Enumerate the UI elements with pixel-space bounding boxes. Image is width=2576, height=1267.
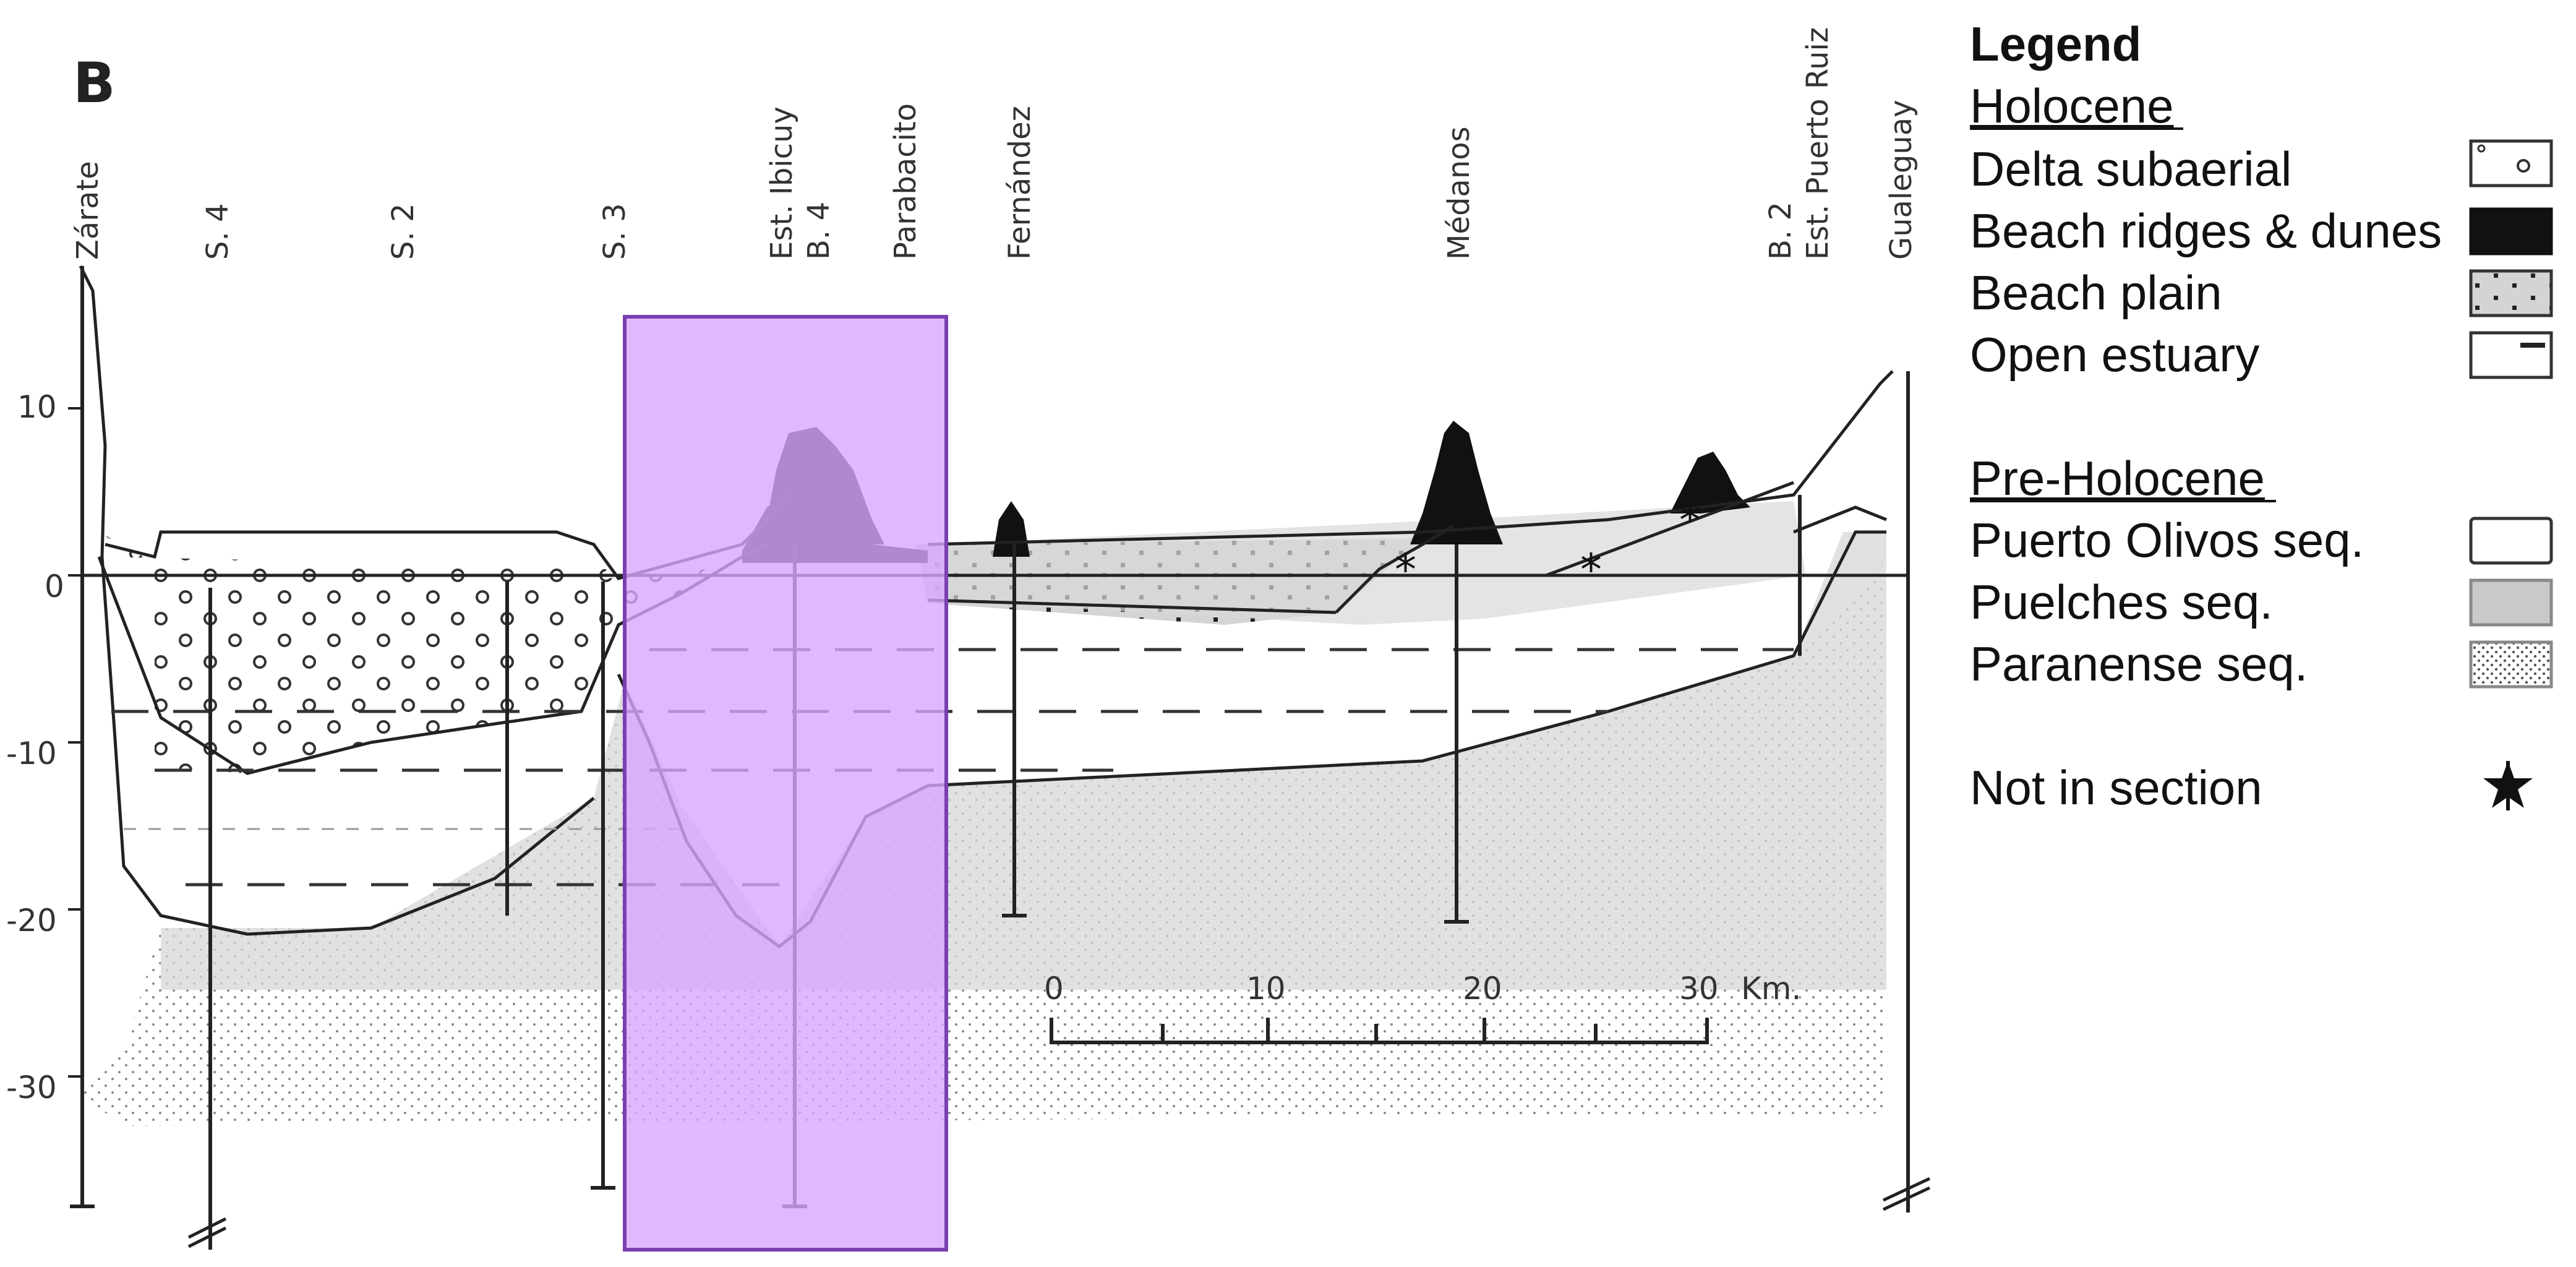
- legend: Legend Holocene Delta subaerial Beach ri…: [1970, 17, 2553, 815]
- scale-tick-label: 0: [1044, 971, 1064, 1007]
- y-tick-label: 0: [45, 569, 64, 604]
- not-in-section-markers: * * *: [1395, 495, 1701, 595]
- well-labels: Zárate S. 4 S. 2 S. 3 Est. Ibicuy B. 4 P…: [71, 27, 1919, 260]
- legend-swatch-paranense: [2469, 640, 2553, 689]
- legend-title: Legend: [1970, 17, 2141, 71]
- legend-preholocene-header: Pre-Holocene: [1970, 451, 2265, 505]
- dune-medanos: [1410, 421, 1503, 544]
- well-label-b2: B. 2: [1763, 202, 1798, 260]
- y-tick-label: -20: [6, 903, 57, 938]
- well-label-s4: S. 4: [200, 203, 235, 260]
- legend-label-open-estuary: Open estuary: [1970, 327, 2259, 382]
- svg-text:*: *: [1395, 544, 1416, 595]
- legend-swatch-open-estuary: [2469, 331, 2553, 379]
- legend-swatch-beach-ridges: [2469, 207, 2553, 256]
- legend-label-paranense: Paranense seq.: [1970, 637, 2308, 691]
- legend-swatch-puerto-olivos: [2469, 517, 2553, 565]
- well-label-medanos: Médanos: [1442, 126, 1476, 260]
- well-label-fernandez: Fernández: [1003, 106, 1037, 260]
- legend-label-not-in-section: Not in section: [1970, 760, 2262, 815]
- legend-swatch-beach-plain: [2469, 269, 2553, 317]
- well-label-parabacito: Parabacito: [888, 103, 923, 260]
- legend-label-beach-plain: Beach plain: [1970, 265, 2222, 320]
- well-label-est-puerto-ruiz: Est. Puerto Ruiz: [1800, 27, 1835, 260]
- y-tick-label: -30: [6, 1070, 57, 1106]
- legend-label-delta-subaerial: Delta subaerial: [1970, 142, 2291, 196]
- well-label-s2: S. 2: [386, 203, 421, 260]
- scale-tick-label: 20: [1463, 971, 1502, 1007]
- y-tick-label: -10: [6, 736, 57, 771]
- well-label-est-ibicuy: Est. Ibicuy: [764, 106, 799, 260]
- legend-star-icon: [2483, 761, 2533, 810]
- legend-label-puelches: Puelches seq.: [1970, 575, 2273, 629]
- y-axis: 10 0 -10 -20 -30: [6, 389, 80, 1106]
- svg-text:*: *: [1580, 544, 1602, 595]
- section-body: [80, 421, 1886, 1126]
- legend-label-beach-ridges: Beach ridges & dunes: [1970, 204, 2442, 258]
- legend-holocene-header: Holocene: [1970, 79, 2174, 133]
- highlight-box: [623, 315, 948, 1252]
- panel-label: B: [73, 51, 116, 116]
- well-label-gualeguay: Gualeguay: [1884, 100, 1919, 260]
- well-label-b4: B. 4: [802, 202, 836, 260]
- svg-text:*: *: [1679, 495, 1701, 546]
- beach-plain-upper: [928, 501, 1806, 625]
- scale-tick-label: 30: [1679, 971, 1719, 1007]
- well-label-s3: S. 3: [597, 203, 632, 260]
- legend-swatch-delta-subaerial: [2469, 139, 2553, 187]
- y-tick-label: 10: [17, 389, 57, 425]
- scale-unit: Km.: [1741, 971, 1801, 1007]
- dune-fernandez: [993, 501, 1030, 557]
- scale-bar: 0 10 20 30 Km.: [1044, 971, 1801, 1044]
- well-label-zarate: Zárate: [71, 161, 105, 260]
- scale-tick-label: 10: [1246, 971, 1286, 1007]
- legend-label-puerto-olivos: Puerto Olivos seq.: [1970, 513, 2364, 567]
- dune-east: [1670, 452, 1750, 513]
- legend-swatch-puelches: [2469, 578, 2553, 627]
